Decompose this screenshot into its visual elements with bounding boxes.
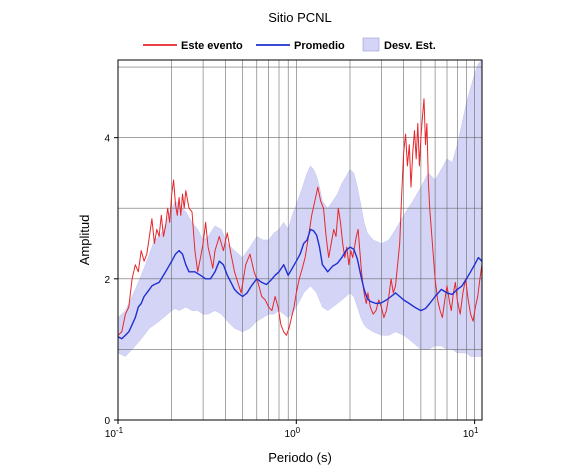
x-tick-exponent: 1 xyxy=(474,426,479,435)
legend-item-este-evento: Este evento xyxy=(143,40,243,52)
x-tick-exponent: 0 xyxy=(296,426,301,435)
legend-label: Desv. Est. xyxy=(384,40,436,52)
x-tick-label: 100 xyxy=(285,426,301,440)
x-tick-label: 10-1 xyxy=(105,426,124,440)
series-line-este-evento xyxy=(117,98,483,336)
y-tick-label: 2 xyxy=(104,275,110,286)
y-tick-label: 4 xyxy=(104,134,110,145)
series-layer xyxy=(117,98,483,340)
y-tick-label: 0 xyxy=(104,416,110,427)
x-tick-label: 101 xyxy=(463,426,479,440)
legend-item-promedio: Promedio xyxy=(256,40,345,52)
plot-frame xyxy=(117,59,483,421)
chart-title: Sitio PCNL xyxy=(268,10,332,25)
legend-label: Este evento xyxy=(181,40,243,52)
legend-label: Promedio xyxy=(294,40,345,52)
x-tick-exponent: -1 xyxy=(116,426,124,435)
legend-swatch xyxy=(362,37,380,52)
x-axis-label: Periodo (s) xyxy=(268,450,332,465)
grid-layer xyxy=(118,60,482,420)
series-line-promedio xyxy=(117,228,483,340)
legend: Este evento Promedio Desv. Est. xyxy=(143,37,436,52)
y-axis-label: Amplitud xyxy=(77,215,92,266)
legend-item-desv-est: Desv. Est. xyxy=(362,37,436,52)
